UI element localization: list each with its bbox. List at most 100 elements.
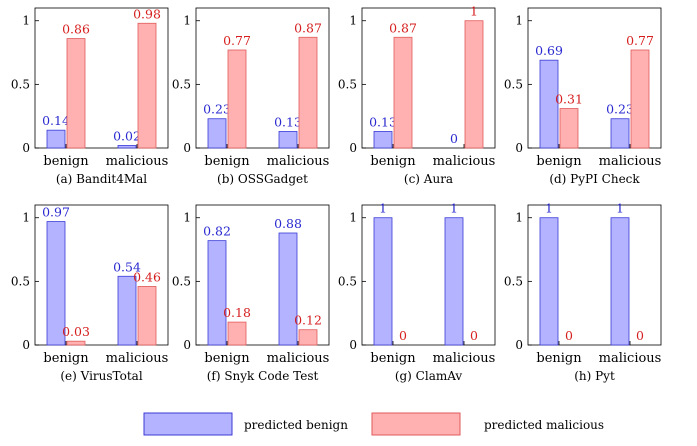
data-label-malicious: 0 <box>636 328 644 343</box>
chart-panel: 0 0.5 1 benign 0.82 0.18 malicious 0.88 0.12 (f) … <box>172 204 330 383</box>
x-tick-label: malicious <box>599 154 662 169</box>
chart-caption: (d) PyPI Check <box>549 172 640 186</box>
plot-frame <box>361 7 496 149</box>
plot-frame <box>361 204 496 346</box>
data-label-malicious: 0 <box>565 328 573 343</box>
bar-predicted-malicious <box>298 36 318 149</box>
data-label-benign: 1 <box>616 201 624 216</box>
y-tick-label: 0.5 <box>338 77 357 91</box>
y-tick-label: 1 <box>183 211 191 225</box>
legend: predicted benign predicted malicious <box>143 412 604 436</box>
plot-frame <box>527 204 662 346</box>
x-tick-label: malicious <box>106 154 169 169</box>
bar-predicted-malicious <box>137 286 157 346</box>
bar-predicted-benign <box>539 59 559 149</box>
y-tick-label: 1 <box>515 14 523 28</box>
bar-predicted-benign <box>539 217 559 346</box>
bar-predicted-malicious <box>464 20 484 149</box>
chart-caption: (h) Pyt <box>574 369 615 383</box>
bar-predicted-benign <box>610 217 630 346</box>
bar-predicted-benign <box>46 221 66 346</box>
data-label-malicious: 0.12 <box>294 313 322 328</box>
bar-predicted-malicious <box>227 321 247 346</box>
x-tick-label: malicious <box>433 351 496 366</box>
bar-predicted-benign <box>610 118 630 149</box>
data-label-malicious: 0.46 <box>133 269 161 284</box>
data-label-malicious: 0.86 <box>62 22 90 37</box>
data-label-malicious: 0.31 <box>555 92 583 107</box>
plot-frame <box>34 7 169 149</box>
x-tick-label: benign <box>204 154 250 169</box>
data-label-malicious: 0.03 <box>62 324 90 339</box>
bar-predicted-benign <box>117 145 137 149</box>
bar-predicted-benign <box>278 232 298 346</box>
data-label-benign: 0.14 <box>42 113 70 128</box>
chart-caption: (e) VirusTotal <box>60 369 142 383</box>
x-tick-label: benign <box>370 154 416 169</box>
data-label-malicious: 0.87 <box>389 20 417 35</box>
bar-predicted-benign <box>207 118 227 149</box>
chart-caption: (f) Snyk Code Test <box>207 369 319 383</box>
y-tick-label: 0.5 <box>11 274 30 288</box>
legend-label-benign: predicted benign <box>244 418 348 432</box>
y-tick-label: 0.5 <box>504 77 523 91</box>
x-tick-label: malicious <box>106 351 169 366</box>
y-tick-label: 0 <box>22 338 30 352</box>
data-label-malicious: 0.77 <box>626 33 654 48</box>
bar-predicted-benign <box>278 131 298 149</box>
y-tick-label: 0.5 <box>504 274 523 288</box>
x-tick-label: benign <box>43 154 89 169</box>
bar-predicted-malicious <box>298 329 318 346</box>
data-label-malicious: 0.87 <box>294 20 322 35</box>
bar-predicted-malicious <box>66 38 86 149</box>
bar-predicted-malicious <box>66 340 86 346</box>
data-label-malicious: 0.77 <box>223 33 251 48</box>
data-label-benign: 0.23 <box>606 102 634 117</box>
chart-panel: 0 0.5 1 benign 0.13 0.87 malicious 0 1 (c) Aura <box>338 4 496 186</box>
chart-caption: (g) ClamAv <box>395 369 463 383</box>
data-label-benign: 0.13 <box>369 114 397 129</box>
data-label-malicious: 0 <box>399 328 407 343</box>
charts-container: 0 0.5 1 benign 0.14 0.86 malicious 0.02 0.98 (a) … <box>11 4 662 383</box>
legend-swatch-malicious <box>371 412 461 436</box>
bar-predicted-benign <box>444 217 464 346</box>
y-tick-label: 1 <box>349 14 357 28</box>
bar-predicted-malicious <box>393 36 413 149</box>
data-label-benign: 0.82 <box>203 224 231 239</box>
data-label-benign: 1 <box>379 201 387 216</box>
chart-panel: 0 0.5 1 benign 0.97 0.03 malicious 0.540.46 (e) … <box>11 204 169 383</box>
bar-predicted-benign <box>46 129 66 149</box>
data-label-benign: 0 <box>450 131 458 146</box>
y-tick-label: 0 <box>515 141 523 155</box>
chart-panel: 0 0.5 1 benign 1 0 malicious 1 0 (h) Pyt <box>504 201 662 383</box>
data-label-benign: 0.97 <box>42 205 70 220</box>
y-tick-label: 0 <box>183 338 191 352</box>
plot-frame <box>527 7 662 149</box>
chart-panel: 0 0.5 1 benign 1 0 malicious 1 0 (g) ClamAv <box>338 201 496 383</box>
chart-panel: 0 0.5 1 benign 0.14 0.86 malicious 0.02 0.98 (a) … <box>11 6 169 186</box>
data-label-benign: 1 <box>545 201 553 216</box>
data-label-benign: 0.13 <box>274 114 302 129</box>
y-tick-label: 0 <box>349 338 357 352</box>
x-tick-label: benign <box>43 351 89 366</box>
chart-panel: 0 0.5 1 benign 0.23 0.77 malicious 0.13 0.87 (b) … <box>172 7 330 186</box>
x-tick-label: malicious <box>267 154 330 169</box>
chart-caption: (b) OSSGadget <box>217 172 308 186</box>
x-tick-label: malicious <box>267 351 330 366</box>
y-tick-label: 0 <box>183 141 191 155</box>
bar-predicted-malicious <box>137 22 157 149</box>
data-label-malicious: 1 <box>470 4 478 19</box>
x-tick-label: malicious <box>599 351 662 366</box>
x-tick-label: benign <box>370 351 416 366</box>
data-label-malicious: 0.98 <box>133 6 161 21</box>
data-label-benign: 0.88 <box>274 216 302 231</box>
chart-caption: (c) Aura <box>404 172 453 186</box>
data-label-benign: 0.02 <box>113 128 141 143</box>
plot-frame <box>34 204 169 346</box>
y-tick-label: 1 <box>515 211 523 225</box>
data-label-malicious: 0.18 <box>223 305 251 320</box>
chart-caption: (a) Bandit4Mal <box>56 172 147 186</box>
data-label-benign: 0.69 <box>535 43 563 58</box>
plot-frame <box>195 204 330 346</box>
